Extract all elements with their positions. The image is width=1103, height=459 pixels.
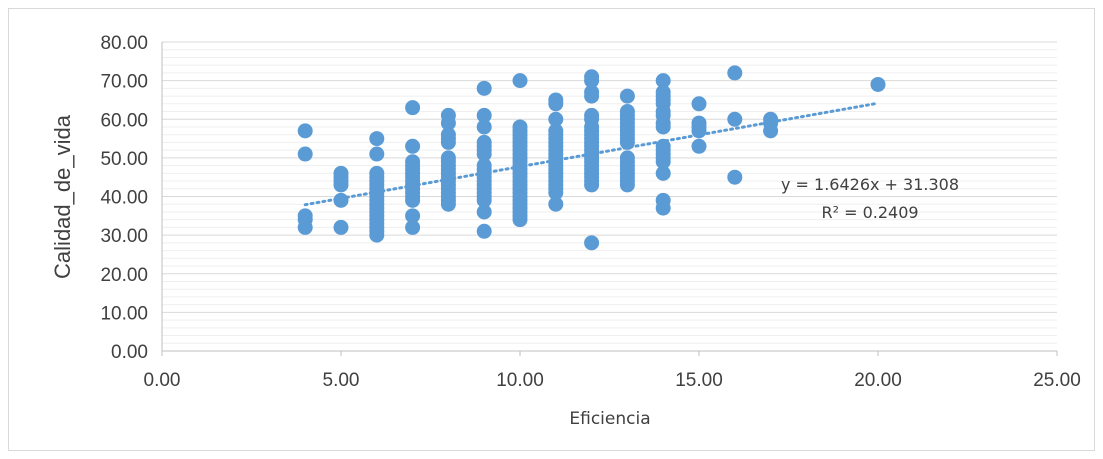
y-axis-title: Calidad_de_vida (50, 114, 75, 279)
data-point (727, 169, 743, 185)
data-point (440, 196, 456, 212)
data-point (297, 146, 313, 162)
data-point (512, 212, 528, 228)
chart-area (8, 8, 1095, 451)
data-point (333, 219, 349, 235)
data-point (369, 131, 385, 147)
data-point (548, 196, 564, 212)
data-point (691, 138, 707, 154)
data-point (619, 88, 635, 104)
gridlines (162, 41, 1057, 352)
x-tick-label: 0.00 (144, 370, 181, 391)
data-point (548, 185, 564, 201)
data-point (763, 123, 779, 139)
y-tick-label: 70.00 (100, 72, 148, 93)
x-tick-label: 15.00 (675, 370, 723, 391)
data-point (655, 154, 671, 170)
data-point (548, 96, 564, 112)
data-point (440, 134, 456, 150)
data-point (476, 192, 492, 208)
y-tick-label: 50.00 (100, 149, 148, 170)
trendline-r-squared: R² = 0.2409 (821, 203, 918, 222)
data-point (333, 192, 349, 208)
y-tick-label: 40.00 (100, 188, 148, 209)
data-point (297, 123, 313, 139)
y-tick-label: 30.00 (100, 226, 148, 247)
data-point (584, 88, 600, 104)
x-tick-labels: 0.00 5.00 10.00 15.00 20.00 25.00 (144, 351, 1081, 391)
data-point (655, 200, 671, 216)
data-point (512, 73, 528, 89)
trendline-equation: y = 1.6426x + 31.308 (781, 175, 959, 194)
data-point (476, 204, 492, 220)
data-point (548, 111, 564, 127)
data-point (405, 208, 421, 224)
y-tick-label: 0.00 (111, 342, 148, 363)
data-point (584, 73, 600, 89)
data-point (691, 96, 707, 112)
data-point (297, 219, 313, 235)
data-point (619, 177, 635, 193)
data-point (476, 107, 492, 123)
x-tick-label: 25.00 (1033, 370, 1081, 391)
y-tick-label: 10.00 (100, 303, 148, 324)
data-point (655, 73, 671, 89)
data-point (727, 65, 743, 81)
data-point (619, 134, 635, 150)
x-axis-title: Eficiencia (569, 409, 650, 429)
data-point (405, 100, 421, 116)
x-tick-label: 10.00 (496, 370, 544, 391)
y-tick-labels: 0.00 10.00 20.00 30.00 40.00 50.00 60.00 70.00 8… (100, 33, 148, 363)
data-point (584, 177, 600, 193)
data-point (691, 123, 707, 139)
data-point (655, 165, 671, 181)
axes (161, 42, 1057, 352)
x-tick-label: 5.00 (323, 370, 360, 391)
y-tick-label: 20.00 (100, 265, 148, 286)
data-point (405, 219, 421, 235)
data-point (870, 76, 886, 92)
data-point (476, 223, 492, 239)
data-point (655, 119, 671, 135)
y-tick-label: 60.00 (100, 110, 148, 131)
data-point (476, 80, 492, 96)
data-point (584, 235, 600, 251)
data-point (369, 227, 385, 243)
data-point (440, 115, 456, 131)
data-point (727, 111, 743, 127)
x-tick-label: 20.00 (854, 370, 902, 391)
y-tick-label: 80.00 (100, 33, 148, 54)
data-point (369, 146, 385, 162)
data-point (405, 138, 421, 154)
data-point (405, 192, 421, 208)
data-points (297, 65, 886, 251)
data-point (476, 119, 492, 135)
data-point (333, 177, 349, 193)
data-point (476, 146, 492, 162)
